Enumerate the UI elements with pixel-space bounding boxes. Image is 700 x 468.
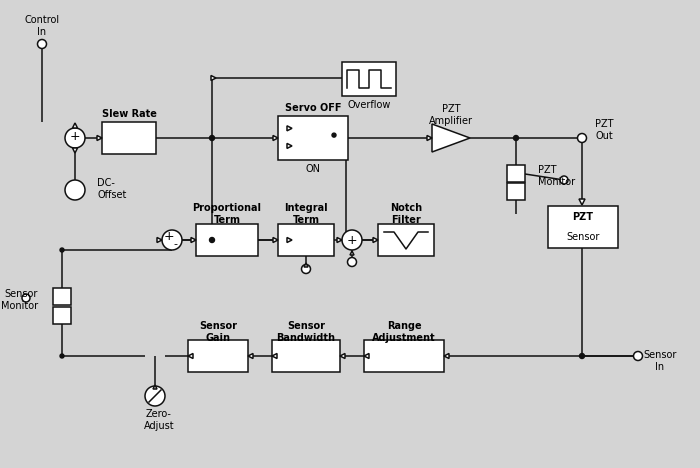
Polygon shape <box>432 124 470 152</box>
Circle shape <box>347 257 356 266</box>
Polygon shape <box>211 75 216 80</box>
Polygon shape <box>273 237 278 242</box>
Circle shape <box>302 264 311 273</box>
Bar <box>188 340 248 372</box>
Text: Notch
Filter: Notch Filter <box>390 203 422 225</box>
Bar <box>278 224 334 256</box>
Polygon shape <box>287 126 292 131</box>
Polygon shape <box>350 251 354 255</box>
Text: PZT
Out: PZT Out <box>595 119 613 141</box>
Circle shape <box>60 248 64 252</box>
Polygon shape <box>364 353 369 358</box>
Bar <box>378 224 434 256</box>
Polygon shape <box>97 136 102 140</box>
Polygon shape <box>153 385 157 389</box>
Text: Servo OFF: Servo OFF <box>285 103 342 113</box>
Bar <box>278 116 348 160</box>
Text: -: - <box>173 239 177 249</box>
Text: Control
In: Control In <box>25 15 60 37</box>
Bar <box>272 340 340 372</box>
Circle shape <box>514 136 519 140</box>
Text: Sensor
Gain: Sensor Gain <box>199 321 237 343</box>
Text: Sensor: Sensor <box>566 232 600 242</box>
Circle shape <box>162 230 182 250</box>
Circle shape <box>145 386 165 406</box>
Polygon shape <box>157 237 162 242</box>
Polygon shape <box>287 237 292 242</box>
Polygon shape <box>304 263 308 267</box>
Bar <box>342 62 396 96</box>
Circle shape <box>22 294 30 302</box>
Bar <box>507 165 525 182</box>
Polygon shape <box>427 136 432 140</box>
Polygon shape <box>444 353 449 358</box>
Text: Sensor
Monitor: Sensor Monitor <box>1 289 38 311</box>
Text: +: + <box>346 234 357 247</box>
Bar <box>548 206 618 248</box>
Circle shape <box>634 351 643 360</box>
Circle shape <box>65 128 85 148</box>
Text: PZT
Amplifier: PZT Amplifier <box>429 104 473 126</box>
Circle shape <box>578 133 587 142</box>
Text: ON: ON <box>305 164 321 174</box>
Bar <box>507 183 525 200</box>
Polygon shape <box>373 237 378 242</box>
Circle shape <box>65 180 85 200</box>
Text: Proportional
Term: Proportional Term <box>193 203 262 225</box>
Polygon shape <box>337 237 342 242</box>
Text: Zero-
Adjust: Zero- Adjust <box>144 409 174 431</box>
Text: PZT: PZT <box>573 212 594 222</box>
Polygon shape <box>248 353 253 358</box>
Polygon shape <box>340 353 345 358</box>
Circle shape <box>209 237 214 242</box>
Circle shape <box>580 353 584 358</box>
Polygon shape <box>272 353 277 358</box>
Polygon shape <box>287 143 292 148</box>
Text: Range
Adjustment: Range Adjustment <box>372 321 436 343</box>
Circle shape <box>38 39 46 49</box>
Bar <box>53 288 71 305</box>
Text: DC-
Offset: DC- Offset <box>97 178 127 200</box>
Polygon shape <box>73 123 78 128</box>
Text: Slew Rate: Slew Rate <box>102 109 156 119</box>
Text: Sensor
In: Sensor In <box>643 350 677 372</box>
Polygon shape <box>188 353 193 358</box>
Text: +: + <box>70 130 80 142</box>
Bar <box>364 340 444 372</box>
Polygon shape <box>273 136 278 140</box>
Circle shape <box>60 354 64 358</box>
Text: Sensor
Bandwidth: Sensor Bandwidth <box>276 321 335 343</box>
Circle shape <box>209 136 214 140</box>
Polygon shape <box>191 237 196 242</box>
Circle shape <box>332 133 336 137</box>
Text: Integral
Term: Integral Term <box>284 203 328 225</box>
Bar <box>53 307 71 324</box>
Bar <box>196 224 258 256</box>
Polygon shape <box>579 199 585 205</box>
Bar <box>102 122 156 154</box>
Circle shape <box>560 176 568 184</box>
Text: PZT
Monitor: PZT Monitor <box>538 165 575 187</box>
Polygon shape <box>73 148 78 153</box>
Text: Overflow: Overflow <box>347 100 391 110</box>
Text: +: + <box>164 231 174 243</box>
Circle shape <box>342 230 362 250</box>
